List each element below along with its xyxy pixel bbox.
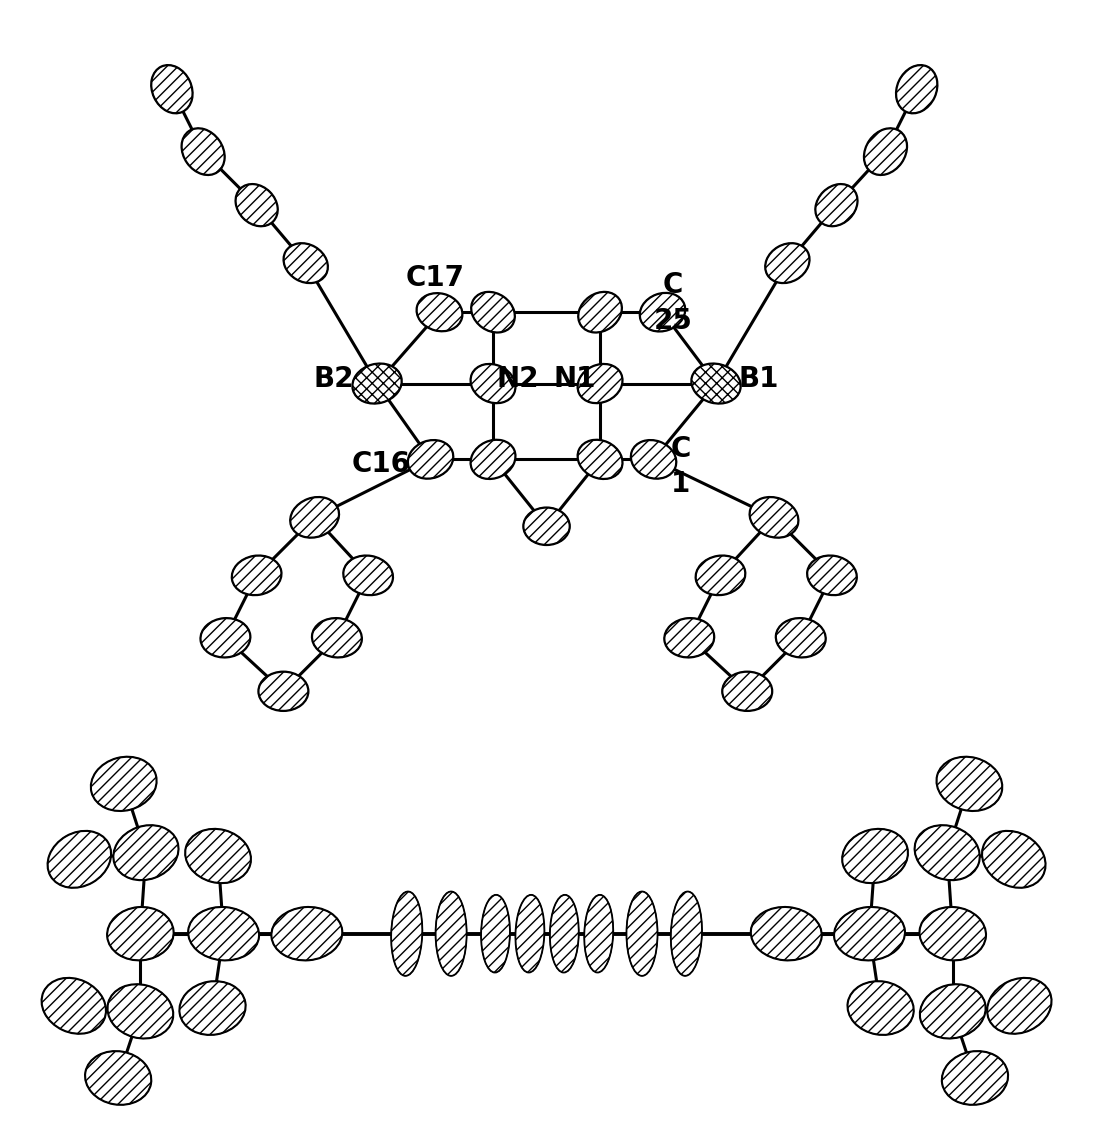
Ellipse shape	[290, 497, 339, 538]
Ellipse shape	[765, 244, 810, 284]
Ellipse shape	[114, 825, 179, 880]
Text: B2: B2	[314, 366, 355, 393]
Ellipse shape	[344, 556, 393, 596]
Ellipse shape	[271, 907, 343, 960]
Ellipse shape	[188, 907, 259, 960]
Ellipse shape	[283, 244, 328, 284]
Ellipse shape	[920, 984, 985, 1039]
Ellipse shape	[807, 556, 857, 596]
Ellipse shape	[417, 293, 463, 331]
Ellipse shape	[482, 895, 510, 973]
Ellipse shape	[471, 440, 516, 480]
Ellipse shape	[579, 292, 622, 333]
Ellipse shape	[626, 892, 658, 976]
Text: 25: 25	[653, 308, 693, 335]
Ellipse shape	[915, 825, 980, 880]
Text: C: C	[663, 271, 683, 300]
Ellipse shape	[236, 185, 278, 227]
Ellipse shape	[523, 508, 570, 544]
Ellipse shape	[896, 65, 938, 113]
Ellipse shape	[987, 978, 1051, 1034]
Text: C17: C17	[406, 264, 465, 293]
Ellipse shape	[937, 756, 1003, 811]
Ellipse shape	[231, 556, 281, 596]
Ellipse shape	[185, 829, 251, 883]
Ellipse shape	[577, 364, 623, 403]
Ellipse shape	[640, 293, 685, 331]
Text: N2: N2	[497, 366, 539, 393]
Ellipse shape	[85, 1051, 151, 1105]
Ellipse shape	[312, 618, 361, 657]
Ellipse shape	[842, 829, 908, 883]
Ellipse shape	[847, 981, 914, 1035]
Ellipse shape	[776, 618, 825, 657]
Text: N1: N1	[554, 366, 596, 393]
Ellipse shape	[671, 892, 702, 976]
Ellipse shape	[834, 907, 905, 960]
Ellipse shape	[630, 440, 677, 478]
Ellipse shape	[182, 129, 225, 175]
Ellipse shape	[584, 895, 613, 973]
Ellipse shape	[749, 497, 799, 538]
Text: B1: B1	[738, 366, 779, 393]
Ellipse shape	[550, 895, 579, 973]
Ellipse shape	[151, 65, 193, 113]
Ellipse shape	[516, 895, 544, 973]
Ellipse shape	[695, 556, 745, 596]
Ellipse shape	[665, 618, 714, 657]
Ellipse shape	[722, 672, 773, 711]
Ellipse shape	[815, 185, 857, 227]
Ellipse shape	[90, 756, 156, 811]
Ellipse shape	[864, 129, 907, 175]
Text: 1: 1	[671, 470, 690, 499]
Ellipse shape	[472, 292, 515, 333]
Ellipse shape	[942, 1051, 1008, 1105]
Ellipse shape	[471, 364, 516, 403]
Ellipse shape	[108, 984, 173, 1039]
Ellipse shape	[353, 363, 402, 403]
Ellipse shape	[750, 907, 822, 960]
Ellipse shape	[919, 907, 986, 960]
Text: C: C	[670, 435, 691, 462]
Ellipse shape	[47, 830, 111, 887]
Ellipse shape	[391, 892, 422, 976]
Ellipse shape	[107, 907, 174, 960]
Ellipse shape	[577, 440, 623, 480]
Ellipse shape	[201, 618, 250, 657]
Ellipse shape	[42, 978, 106, 1034]
Ellipse shape	[435, 892, 466, 976]
Ellipse shape	[408, 440, 453, 478]
Ellipse shape	[691, 363, 741, 403]
Ellipse shape	[180, 981, 246, 1035]
Ellipse shape	[259, 672, 309, 711]
Text: C16: C16	[352, 450, 411, 478]
Ellipse shape	[982, 830, 1046, 887]
